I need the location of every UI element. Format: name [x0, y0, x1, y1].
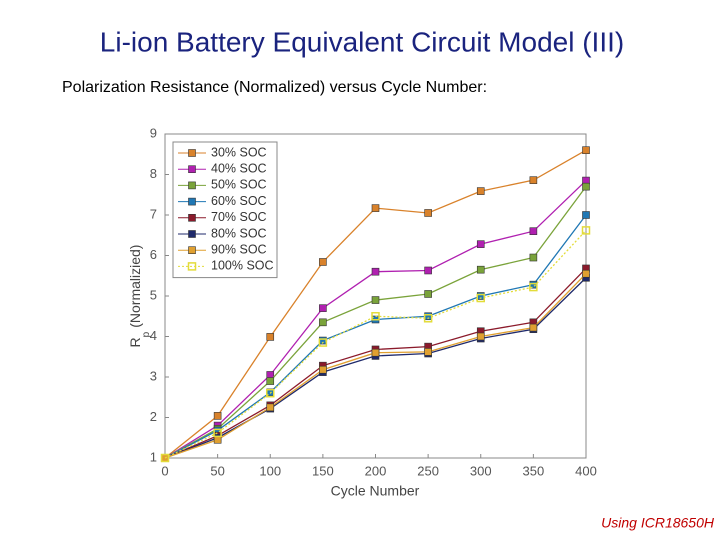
x-tick-label: 0 — [161, 463, 168, 478]
data-point — [319, 304, 327, 312]
data-point — [371, 296, 380, 304]
legend-marker — [188, 165, 196, 173]
legend-marker — [188, 246, 196, 254]
data-point — [266, 388, 275, 398]
legend-marker — [187, 262, 197, 271]
data-point — [582, 146, 590, 154]
data-point — [424, 266, 432, 275]
y-label-main: R — [127, 337, 143, 347]
data-point — [318, 338, 328, 347]
data-point — [160, 453, 170, 463]
legend-marker — [188, 214, 196, 222]
data-point — [371, 267, 380, 276]
series-line — [164, 229, 587, 459]
data-point — [371, 348, 380, 357]
x-tick-label: 150 — [312, 463, 334, 478]
data-point — [529, 227, 538, 235]
legend-box — [172, 141, 278, 279]
legend-marker — [188, 197, 196, 206]
data-point — [476, 293, 485, 303]
legend-marker — [188, 149, 196, 157]
footnote: Using ICR18650H — [601, 515, 715, 531]
data-point — [424, 290, 432, 298]
data-point — [581, 226, 591, 235]
slide-title: Li-ion Battery Equivalent Circuit Model … — [100, 26, 624, 57]
data-point — [213, 428, 222, 438]
y-axis-label: Rp (Normalizied) — [127, 245, 152, 348]
legend-label: 80% SOC — [211, 226, 267, 240]
y-tick-label: 9 — [150, 125, 157, 140]
legend-marker — [188, 181, 196, 190]
data-point — [213, 412, 222, 420]
data-point — [266, 333, 275, 341]
data-point — [371, 312, 380, 321]
x-tick-label: 50 — [210, 463, 224, 478]
data-point — [213, 435, 222, 444]
data-point — [529, 323, 538, 332]
y-tick-label: 1 — [150, 449, 157, 464]
x-tick-label: 300 — [470, 463, 492, 478]
data-point — [582, 182, 590, 191]
x-tick-label: 350 — [523, 463, 545, 478]
legend-label: 40% SOC — [211, 161, 267, 175]
legend-label: 50% SOC — [211, 178, 267, 192]
legend-label: 70% SOC — [211, 210, 267, 224]
x-axis-label: Cycle Number — [331, 483, 420, 499]
y-tick-label: 4 — [150, 328, 157, 343]
x-tick-label: 400 — [575, 463, 597, 478]
data-point — [319, 258, 327, 266]
x-tick-label: 100 — [259, 463, 281, 478]
subtitle: Polarization Resistance (Normalized) ver… — [62, 79, 487, 96]
data-point — [476, 240, 485, 248]
data-point — [319, 365, 327, 374]
legend-label: 30% SOC — [211, 145, 267, 159]
y-tick-label: 5 — [150, 287, 157, 302]
legend-label: 100% SOC — [211, 259, 274, 273]
legend-label: 60% SOC — [211, 194, 267, 208]
data-point — [319, 318, 327, 327]
data-point — [424, 348, 432, 356]
data-point — [423, 314, 433, 323]
x-tick-label: 250 — [417, 463, 439, 478]
data-point — [266, 377, 275, 385]
data-point — [476, 265, 485, 274]
data-point — [476, 332, 485, 341]
legend-marker — [188, 230, 196, 238]
series-line — [164, 277, 587, 459]
legend-label: 90% SOC — [211, 242, 267, 256]
data-point — [582, 211, 590, 219]
y-tick-label: 6 — [150, 247, 157, 262]
data-point — [371, 204, 380, 212]
data-point — [424, 209, 432, 217]
y-label-sub: p — [141, 331, 152, 337]
data-point — [529, 176, 538, 184]
data-point — [582, 269, 590, 278]
data-point — [476, 187, 485, 195]
data-point — [529, 253, 538, 262]
y-tick-label: 7 — [150, 206, 157, 221]
data-point — [266, 403, 275, 412]
y-tick-label: 8 — [150, 166, 157, 181]
data-point — [529, 282, 538, 292]
y-label-rest: (Normalizied) — [127, 245, 143, 328]
y-tick-label: 3 — [150, 368, 157, 383]
x-tick-label: 200 — [365, 463, 387, 478]
y-tick-label: 2 — [150, 409, 157, 424]
